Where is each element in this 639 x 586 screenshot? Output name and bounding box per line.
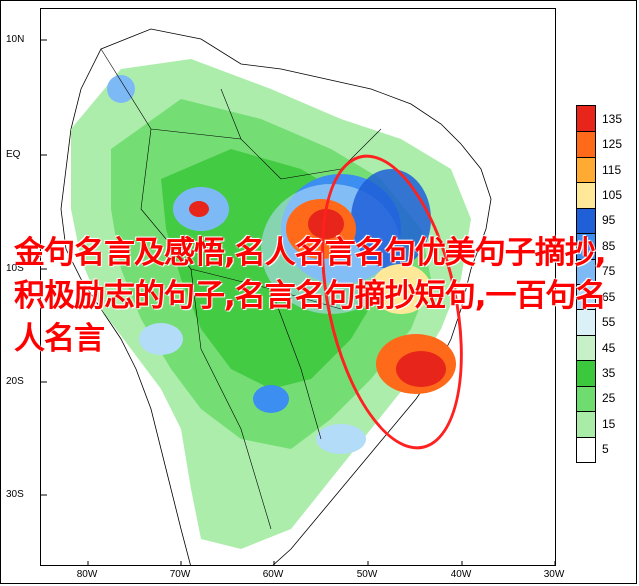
precip-blue-east (351, 169, 431, 269)
colorbar-cell-25 (577, 385, 595, 412)
lat-label-eq: EQ (6, 149, 21, 160)
colorbar-cell-125 (577, 131, 595, 157)
colorbar-label-35: 35 (602, 366, 616, 380)
colorbar-cell-15 (577, 411, 595, 437)
lat-label-30s: 30S (6, 489, 24, 500)
colorbar-label-115: 115 (602, 162, 622, 177)
precip-lightblue-south (316, 424, 366, 454)
lat-label-20s: 20S (6, 376, 24, 387)
colorbar-cell-45 (577, 334, 595, 361)
colorbar-cell-115 (577, 156, 595, 183)
lon-label-50w: 50W (356, 569, 378, 580)
colorbar-label-55: 55 (602, 315, 616, 330)
lon-label-40w: 40W (450, 569, 472, 580)
colorbar-cell-35 (577, 360, 595, 386)
lat-label-10n: 10N (6, 34, 25, 45)
precip-yellow-core-east (371, 264, 431, 314)
colorbar-label-95: 95 (602, 213, 616, 228)
precip-blue-south (253, 385, 289, 413)
precip-red-spot-west (189, 201, 209, 217)
lon-label-80w: 80W (76, 569, 98, 580)
colorbar-label-125: 125 (602, 137, 623, 152)
map-canvas (41, 28, 555, 565)
precip-red-core-south (396, 351, 446, 387)
colorbar-label-75: 75 (602, 264, 616, 279)
colorbar-label-135: 135 (602, 111, 623, 126)
colorbar-cell-55 (577, 309, 595, 335)
colorbar-label-85: 85 (602, 238, 616, 253)
colorbar-label-5: 5 (602, 442, 609, 457)
lon-label-70w: 70W (169, 569, 191, 580)
colorbar-label-15: 15 (602, 416, 616, 431)
colorbar-cell-95 (577, 207, 595, 234)
lon-label-60w: 60W (262, 569, 284, 580)
colorbar-label-65: 65 (602, 289, 616, 304)
precip-colorbar (576, 105, 596, 463)
lon-label-30w: 30W (543, 569, 565, 580)
colorbar-cell-135 (577, 106, 595, 132)
colorbar-label-25: 25 (602, 391, 616, 406)
colorbar-cell-75 (577, 258, 595, 284)
colorbar-cell-65 (577, 284, 595, 310)
overlay-caption[interactable]: 金句名言及感悟,名人名言名句优美句子摘抄,积极励志的句子,名言名句摘抄短句,一百… (14, 235, 607, 357)
lat-label-10s: 10S (6, 263, 24, 274)
colorbar-label-45: 45 (602, 340, 616, 355)
precip-blue-north (107, 75, 135, 103)
precipitation-map (40, 8, 556, 566)
precip-lightblue-southwest (139, 323, 183, 355)
precip-red-core-north (308, 209, 344, 239)
colorbar-cell-105 (577, 182, 595, 208)
colorbar-cell-85 (577, 233, 595, 259)
country-borders (100, 48, 382, 530)
colorbar-label-105: 105 (602, 188, 623, 202)
map-grid-ticks (41, 39, 555, 565)
colorbar-cell-5 (577, 436, 595, 462)
